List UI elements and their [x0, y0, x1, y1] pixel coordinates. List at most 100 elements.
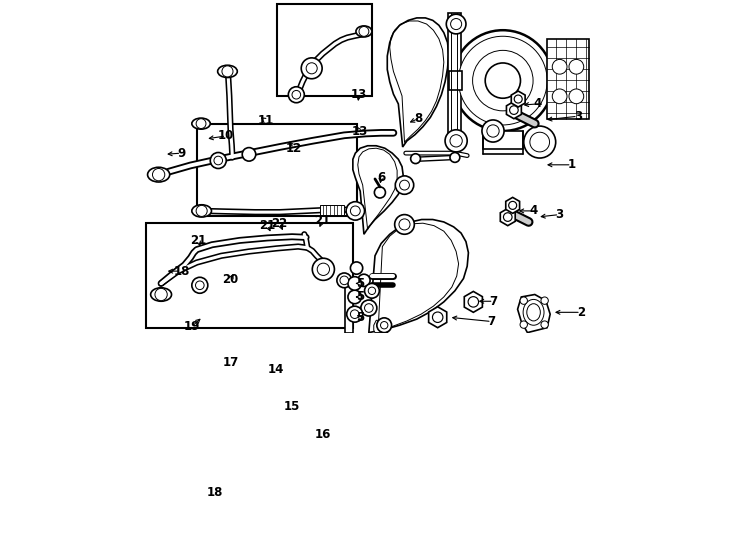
Text: 15: 15 [284, 400, 300, 413]
Circle shape [337, 273, 352, 288]
Circle shape [482, 120, 504, 142]
Polygon shape [506, 198, 520, 213]
Text: 4: 4 [529, 205, 538, 218]
Circle shape [301, 58, 322, 79]
Ellipse shape [523, 299, 544, 325]
Circle shape [515, 95, 522, 103]
Circle shape [468, 296, 479, 307]
Text: 21: 21 [190, 234, 206, 247]
Text: 7: 7 [487, 315, 496, 328]
Circle shape [509, 106, 518, 114]
Ellipse shape [148, 167, 170, 182]
Text: 4: 4 [533, 97, 542, 111]
Circle shape [155, 288, 167, 301]
Text: 5: 5 [356, 277, 364, 290]
Circle shape [569, 59, 584, 74]
Polygon shape [353, 146, 403, 234]
Circle shape [524, 126, 556, 158]
Text: 14: 14 [267, 363, 283, 376]
Circle shape [348, 276, 361, 290]
Ellipse shape [218, 65, 237, 78]
Text: 21: 21 [259, 219, 275, 232]
Circle shape [306, 63, 317, 74]
Circle shape [196, 119, 206, 129]
Circle shape [487, 125, 499, 137]
Text: 16: 16 [315, 428, 331, 441]
Polygon shape [429, 307, 447, 328]
Bar [482, 131, 523, 150]
Circle shape [452, 30, 553, 131]
Text: 3: 3 [556, 208, 564, 221]
Circle shape [399, 180, 410, 190]
Circle shape [368, 287, 376, 294]
Text: 12: 12 [286, 141, 302, 155]
Circle shape [410, 154, 421, 164]
Circle shape [196, 205, 207, 217]
Circle shape [569, 89, 584, 104]
Circle shape [346, 201, 365, 220]
Circle shape [432, 312, 443, 322]
Circle shape [288, 87, 305, 103]
Circle shape [541, 321, 548, 328]
Circle shape [350, 206, 360, 216]
Polygon shape [346, 284, 354, 333]
Circle shape [399, 219, 410, 230]
Circle shape [365, 303, 373, 312]
Text: 8: 8 [414, 112, 422, 125]
Circle shape [473, 50, 533, 111]
Circle shape [214, 156, 222, 165]
Circle shape [395, 214, 414, 234]
Bar [448, 71, 462, 90]
Circle shape [222, 66, 233, 77]
Polygon shape [388, 18, 448, 147]
Text: 2: 2 [577, 306, 585, 319]
Circle shape [365, 284, 379, 298]
Circle shape [374, 187, 385, 198]
Circle shape [459, 36, 547, 125]
Bar [146, 223, 353, 328]
Text: 21: 21 [314, 214, 330, 227]
Circle shape [446, 14, 466, 34]
Circle shape [340, 276, 349, 285]
Circle shape [195, 281, 204, 289]
Text: 22: 22 [272, 217, 288, 230]
Text: 17: 17 [222, 356, 239, 369]
Bar [277, 4, 372, 96]
Polygon shape [369, 219, 468, 333]
Polygon shape [512, 91, 525, 107]
Circle shape [357, 274, 370, 287]
Circle shape [552, 89, 567, 104]
Text: 9: 9 [177, 147, 186, 160]
Circle shape [348, 290, 361, 303]
Circle shape [359, 26, 369, 36]
Circle shape [242, 147, 255, 161]
Polygon shape [374, 320, 390, 333]
Bar [320, 205, 344, 215]
Circle shape [450, 152, 459, 163]
Circle shape [520, 297, 528, 305]
Text: 18: 18 [173, 265, 189, 278]
Circle shape [450, 134, 462, 147]
Ellipse shape [527, 303, 540, 321]
Text: 19: 19 [184, 320, 200, 333]
Circle shape [210, 152, 226, 168]
Text: 5: 5 [356, 291, 364, 303]
Circle shape [312, 258, 335, 280]
Bar [547, 39, 589, 119]
Text: 18: 18 [207, 486, 223, 499]
Text: 11: 11 [258, 114, 274, 127]
Circle shape [377, 318, 391, 333]
Circle shape [530, 132, 550, 152]
Ellipse shape [192, 118, 210, 129]
Text: 13: 13 [351, 87, 367, 100]
Text: 5: 5 [356, 312, 364, 325]
Text: 20: 20 [222, 273, 239, 286]
Text: 7: 7 [490, 295, 498, 308]
Text: 13: 13 [352, 125, 368, 138]
Circle shape [552, 59, 567, 74]
Bar [197, 124, 357, 216]
Circle shape [346, 306, 363, 322]
Circle shape [520, 321, 528, 328]
Polygon shape [465, 292, 482, 312]
Circle shape [396, 176, 414, 194]
